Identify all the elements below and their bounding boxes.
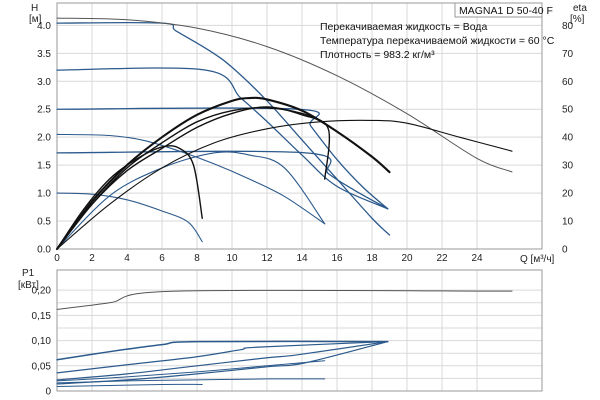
efficiency-tick-label: 0 [562,245,568,256]
power-axis-label: P1 [22,268,35,279]
head-tick-label: 4.0 [37,21,51,32]
head-curve-2 [56,67,389,210]
power-axes-group: 0 0,05 0,10 0,15 0,20 [32,286,52,398]
power-curve-3 [56,340,389,374]
power-curve-1 [56,289,513,310]
flow-tick-label: 20 [401,253,413,264]
power-grid [56,270,542,392]
head-tick-label: 3.5 [37,49,51,60]
flow-tick-label: 0 [54,253,60,264]
head-plot-frame [56,2,543,250]
flow-tick-label: 18 [366,253,378,264]
power-curve-7 [56,378,326,384]
flow-tick-label: 12 [261,253,273,264]
head-tick-label: 3.0 [37,77,51,88]
power-axis-unit: [кВт] [18,280,39,291]
head-axes-group: 0 2 4 6 8 10 12 14 16 18 20 22 240.00.51.01.52.02.53… [37,21,573,264]
power-curve-2 [56,340,389,361]
efficiency-tick-label: 60 [562,77,574,88]
flow-tick-label: 2 [89,253,95,264]
head-curve-3 [56,107,389,210]
flow-tick-label: 14 [296,253,308,264]
info-line-temperature: Температура перекачиваемой жидкости = 60… [320,35,555,47]
head-tick-label: 2.0 [37,133,51,144]
flow-tick-label: 10 [226,253,238,264]
power-tick-label: 0,20 [32,286,52,297]
head-curve-5 [56,133,326,225]
info-line-density: Плотность = 983.2 кг/м³ [320,49,435,61]
flow-tick-label: 8 [194,253,200,264]
efficiency-axis-label: eta [573,3,587,14]
efficiency-tick-label: 80 [562,21,574,32]
power-tick-label: 0,10 [32,336,52,347]
flow-axis-label: Q [м³/ч] [520,254,555,265]
head-tick-label: 0.5 [37,217,51,228]
power-curve-4 [56,340,389,381]
power-tick-label: 0 [45,387,51,398]
efficiency-curve-12 [56,145,203,250]
power-tick-label: 0,15 [32,311,52,322]
efficiency-curve-11 [56,106,331,250]
head-curve-8 [56,17,513,173]
info-line-fluid: Перекачиваемая жидкость = Вода [320,21,487,33]
efficiency-tick-label: 70 [562,49,574,60]
head-tick-label: 1.0 [37,189,51,200]
model-label: MAGNA1 D 50-40 F [459,5,553,17]
power-curve-6 [56,360,326,382]
power-tick-label: 0,05 [32,361,52,372]
model-label-box [454,2,543,18]
flow-tick-label: 6 [159,253,165,264]
efficiency-curve-10 [56,107,326,250]
head-curve-7 [56,151,326,250]
head-tick-label: 2.5 [37,105,51,116]
head-tick-label: 0.0 [37,245,51,256]
head-axis-unit: [м] [29,14,42,25]
power-curve-5 [56,340,389,385]
head-axis-label: H [31,3,38,14]
efficiency-tick-label: 10 [562,217,574,228]
power-series-group [56,289,513,387]
head-series-group [55,17,513,251]
flow-tick-label: 24 [471,253,483,264]
efficiency-tick-label: 40 [562,133,574,144]
head-tick-label: 1.5 [37,161,51,172]
power-curve-8 [56,383,203,387]
flow-tick-label: 16 [331,253,343,264]
power-plot-frame [56,269,543,392]
efficiency-tick-label: 50 [562,105,574,116]
head-curve-6 [56,192,203,243]
efficiency-axis-unit: [%] [570,14,585,25]
efficiency-tick-label: 20 [562,189,574,200]
head-curve-4 [56,150,389,210]
efficiency-tick-label: 30 [562,161,574,172]
flow-tick-label: 4 [124,253,130,264]
flow-tick-label: 22 [436,253,448,264]
efficiency-curve-13 [56,119,513,250]
